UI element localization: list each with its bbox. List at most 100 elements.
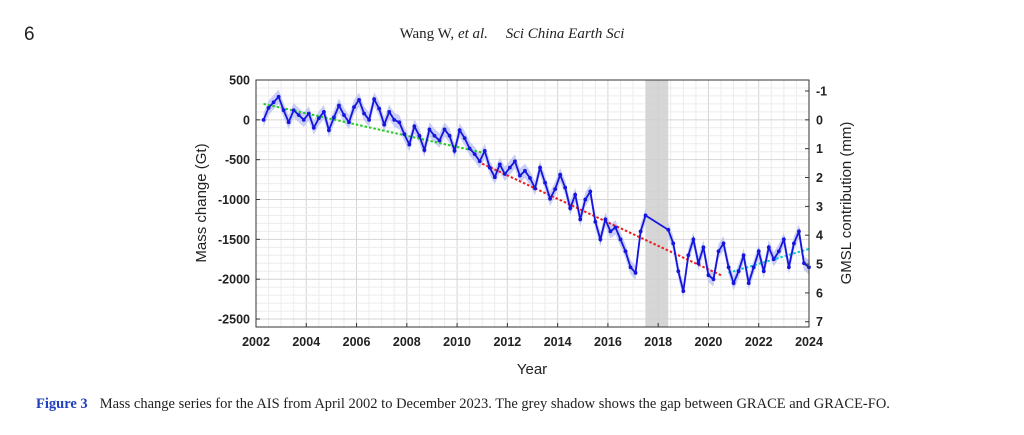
data-point <box>593 219 598 224</box>
data-point <box>633 270 638 275</box>
uncertainty-band-layer <box>263 89 809 299</box>
data-point <box>337 103 341 108</box>
data-point <box>276 94 281 99</box>
data-point <box>306 111 311 116</box>
data-point <box>497 162 502 167</box>
data-point <box>332 115 336 120</box>
data-point <box>528 176 532 180</box>
data-point <box>731 281 736 286</box>
data-point <box>628 265 633 270</box>
data-point <box>543 180 547 185</box>
data-point <box>286 120 291 125</box>
data-point <box>736 269 741 274</box>
y-tick-label: 0 <box>243 113 250 127</box>
data-point <box>347 120 351 125</box>
data-point <box>523 168 527 173</box>
data-point <box>726 265 731 270</box>
data-point <box>422 148 427 153</box>
y-tick-label: 500 <box>229 74 250 88</box>
data-point <box>326 128 331 133</box>
running-head-et-al: et al. <box>457 26 488 42</box>
y2-tick-label: 1 <box>816 142 823 156</box>
figure-caption: Figure 3 Mass change series for the AIS f… <box>36 396 890 413</box>
data-point <box>797 229 801 234</box>
data-point <box>538 165 542 170</box>
x-tick-label: 2016 <box>594 335 622 349</box>
data-point <box>608 229 613 234</box>
data-point <box>553 187 558 192</box>
x-tick-label: 2018 <box>644 335 672 349</box>
y2-tick-label: 6 <box>816 286 823 300</box>
data-point <box>316 116 321 121</box>
trend-line <box>481 162 722 277</box>
data-point <box>761 269 766 274</box>
page-number: 6 <box>24 24 35 45</box>
data-point <box>756 249 761 254</box>
data-point <box>402 132 407 137</box>
running-head-authors: Wang W, <box>399 26 455 42</box>
running-head-journal: Sci China Earth Sci <box>505 26 625 42</box>
mass-change-series-line <box>262 95 810 292</box>
data-point <box>362 111 366 116</box>
data-point <box>603 217 608 222</box>
data-point <box>711 277 716 282</box>
data-point <box>781 237 786 242</box>
data-point <box>583 197 588 202</box>
y-axis-label: Mass change (Gt) <box>193 143 210 262</box>
y2-tick-label: 3 <box>816 200 823 214</box>
y2-tick-label: 4 <box>816 229 823 243</box>
y-tick-label: -1000 <box>218 193 250 207</box>
data-point <box>513 159 517 164</box>
data-point <box>568 206 573 211</box>
y-tick-label: -500 <box>225 153 250 167</box>
data-point <box>352 105 356 109</box>
data-point <box>518 173 522 178</box>
data-point <box>623 249 628 254</box>
y-tick-label: -1500 <box>218 233 250 247</box>
data-point <box>618 237 623 242</box>
data-point <box>377 106 382 111</box>
running-head: Wang W, et al. Sci China Earth Sci <box>0 26 1024 43</box>
caption-text: Mass change series for the AIS from Apri… <box>99 396 890 412</box>
data-point <box>666 227 671 232</box>
data-point <box>548 196 552 201</box>
x-tick-label: 2024 <box>795 335 823 349</box>
data-point <box>573 192 578 197</box>
data-point <box>452 149 457 153</box>
data-point <box>563 185 568 190</box>
data-point <box>507 165 512 170</box>
data-point <box>447 133 452 138</box>
data-point <box>686 253 691 258</box>
y2-axis-label: GMSL contribution (mm) <box>838 122 855 285</box>
data-point <box>427 127 432 132</box>
data-point <box>387 109 392 114</box>
data-point <box>706 273 711 278</box>
x-tick-label: 2004 <box>292 335 320 349</box>
data-point <box>382 122 387 127</box>
x-tick-label: 2022 <box>745 335 773 349</box>
y-ticks: 500 0 -500 -1000 -1500 -2000 -2500 <box>218 74 260 327</box>
data-point <box>266 105 271 110</box>
data-point <box>432 133 437 138</box>
trend-lines-layer <box>263 102 810 277</box>
data-point <box>701 245 706 250</box>
data-point <box>291 108 296 113</box>
data-point <box>643 213 648 218</box>
data-point <box>442 127 447 132</box>
data-point <box>671 241 676 246</box>
data-point <box>437 138 442 143</box>
x-tick-label: 2012 <box>493 335 521 349</box>
data-point <box>397 120 402 125</box>
data-point <box>367 117 372 122</box>
gap-shadow-layer <box>645 80 669 327</box>
y2-tick-label: 2 <box>816 171 823 185</box>
data-point <box>776 249 781 254</box>
data-point <box>492 175 497 180</box>
data-point <box>477 159 482 164</box>
data-point <box>301 117 306 122</box>
data-point <box>676 269 681 274</box>
data-point <box>271 100 276 105</box>
data-point <box>392 117 397 122</box>
data-point <box>261 117 266 122</box>
data-point <box>417 133 422 138</box>
